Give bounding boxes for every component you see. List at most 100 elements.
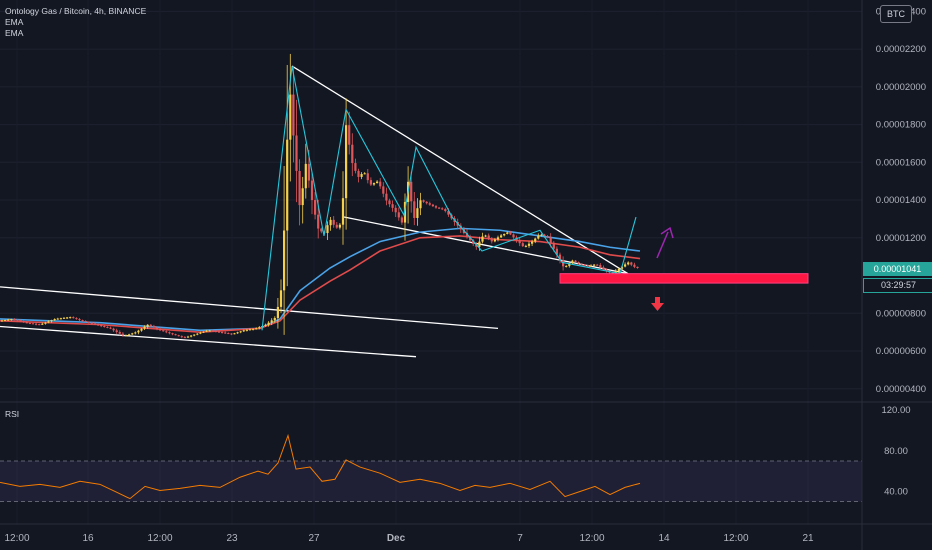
candle-body (636, 266, 639, 268)
candle-body (546, 236, 549, 238)
candle-body (286, 139, 289, 231)
price-tick-label: 0.00000800 (876, 308, 926, 319)
rsi-tick-label: 120.00 (881, 405, 910, 416)
time-axis[interactable]: 12:00 16 12:00 23 27 Dec 7 12:00 14 12:00 21 (4, 533, 814, 544)
candle-body (199, 332, 202, 334)
candle-body (137, 330, 140, 333)
candle-body (224, 332, 227, 334)
candle-body (543, 234, 546, 237)
candle-body (267, 322, 270, 325)
candle-body (214, 331, 217, 333)
candle-body (97, 324, 100, 326)
indicator-ema-2[interactable]: EMA (5, 28, 24, 38)
arrow-down-shaft (655, 297, 660, 303)
candle-body (19, 320, 22, 322)
candle-body (72, 317, 75, 319)
rsi-tick-label: 80.00 (884, 446, 908, 457)
candle-body (360, 174, 363, 177)
candle-body (416, 208, 419, 218)
trendline (0, 325, 417, 358)
symbol-title[interactable]: Ontology Gas / Bitcoin, 4h, BINANCE (5, 6, 147, 16)
candle-body (521, 243, 524, 247)
rsi-axis[interactable]: 120.00 80.00 40.00 (881, 405, 910, 497)
candle-body (478, 241, 481, 247)
candle-body (593, 264, 596, 266)
candle-body (307, 163, 310, 181)
candle-body (354, 163, 357, 171)
time-tick-label: 12:00 (579, 533, 604, 544)
candle-body (372, 183, 376, 185)
candle-body (366, 173, 369, 181)
rsi-tick-label: 40.00 (884, 486, 908, 497)
candle-body (276, 306, 279, 318)
time-tick-label: 12:00 (723, 533, 748, 544)
time-tick-label: 27 (308, 533, 320, 544)
candle-body (583, 264, 586, 266)
candle-body (152, 325, 155, 328)
candle-body (106, 326, 109, 328)
candle-body (165, 331, 168, 333)
candle-body (534, 238, 537, 242)
candle-body (332, 219, 335, 225)
candle-body (617, 268, 620, 271)
candle-body (469, 236, 472, 241)
candle-body (47, 321, 50, 323)
candle-body (75, 318, 78, 320)
candle-body (419, 200, 422, 209)
time-tick-label: 12:00 (4, 533, 29, 544)
candle-body (630, 262, 633, 265)
candle-body (227, 332, 230, 334)
candle-body (149, 324, 152, 326)
candle-body (81, 320, 84, 322)
candle-body (400, 217, 403, 223)
chart-legend: Ontology Gas / Bitcoin, 4h, BINANCE EMA … (5, 6, 146, 39)
candle-body (388, 200, 391, 205)
candle-body (506, 232, 509, 234)
candle-body (236, 332, 239, 334)
candle-body (10, 319, 13, 321)
candle-body (84, 321, 87, 323)
candles (0, 53, 639, 339)
candle-body (341, 198, 345, 225)
rsi-series-line (0, 433, 641, 500)
candle-body (481, 236, 484, 242)
candle-body (376, 181, 379, 184)
candle-body (422, 200, 425, 202)
candle-body (190, 335, 193, 337)
candle-body (186, 336, 190, 338)
candle-body (490, 238, 493, 242)
candle-body (562, 260, 565, 267)
candle-body (431, 204, 434, 207)
ema-fast-line (0, 235, 641, 333)
candle-body (221, 332, 224, 334)
candle-body (131, 333, 134, 335)
arrow-down-head (651, 303, 664, 311)
candle-body (31, 323, 35, 325)
candle-body (317, 214, 320, 229)
zigzag-line (261, 65, 637, 331)
currency-button[interactable]: BTC (880, 5, 912, 23)
rsi-indicator-label[interactable]: RSI (5, 409, 20, 419)
indicator-ema-1[interactable]: EMA (5, 17, 24, 27)
candle-body (295, 135, 298, 171)
candle-body (22, 321, 25, 323)
candle-body (558, 254, 562, 261)
candle-body (230, 333, 233, 335)
candle-body (555, 248, 558, 255)
projection-arrows (651, 226, 674, 311)
candle-body (394, 207, 397, 213)
candle-body (242, 330, 245, 332)
candle-body (369, 180, 372, 185)
price-tick-label: 0.00000600 (876, 346, 926, 357)
candle-body (140, 328, 143, 331)
candle-body (577, 262, 580, 264)
candle-body (413, 201, 416, 218)
trendlines (0, 65, 629, 358)
candle-body (351, 144, 354, 164)
candle-body (527, 243, 531, 246)
candle-body (382, 186, 385, 194)
candle-body (44, 322, 47, 324)
candle-body (115, 330, 118, 333)
candle-body (248, 329, 252, 331)
